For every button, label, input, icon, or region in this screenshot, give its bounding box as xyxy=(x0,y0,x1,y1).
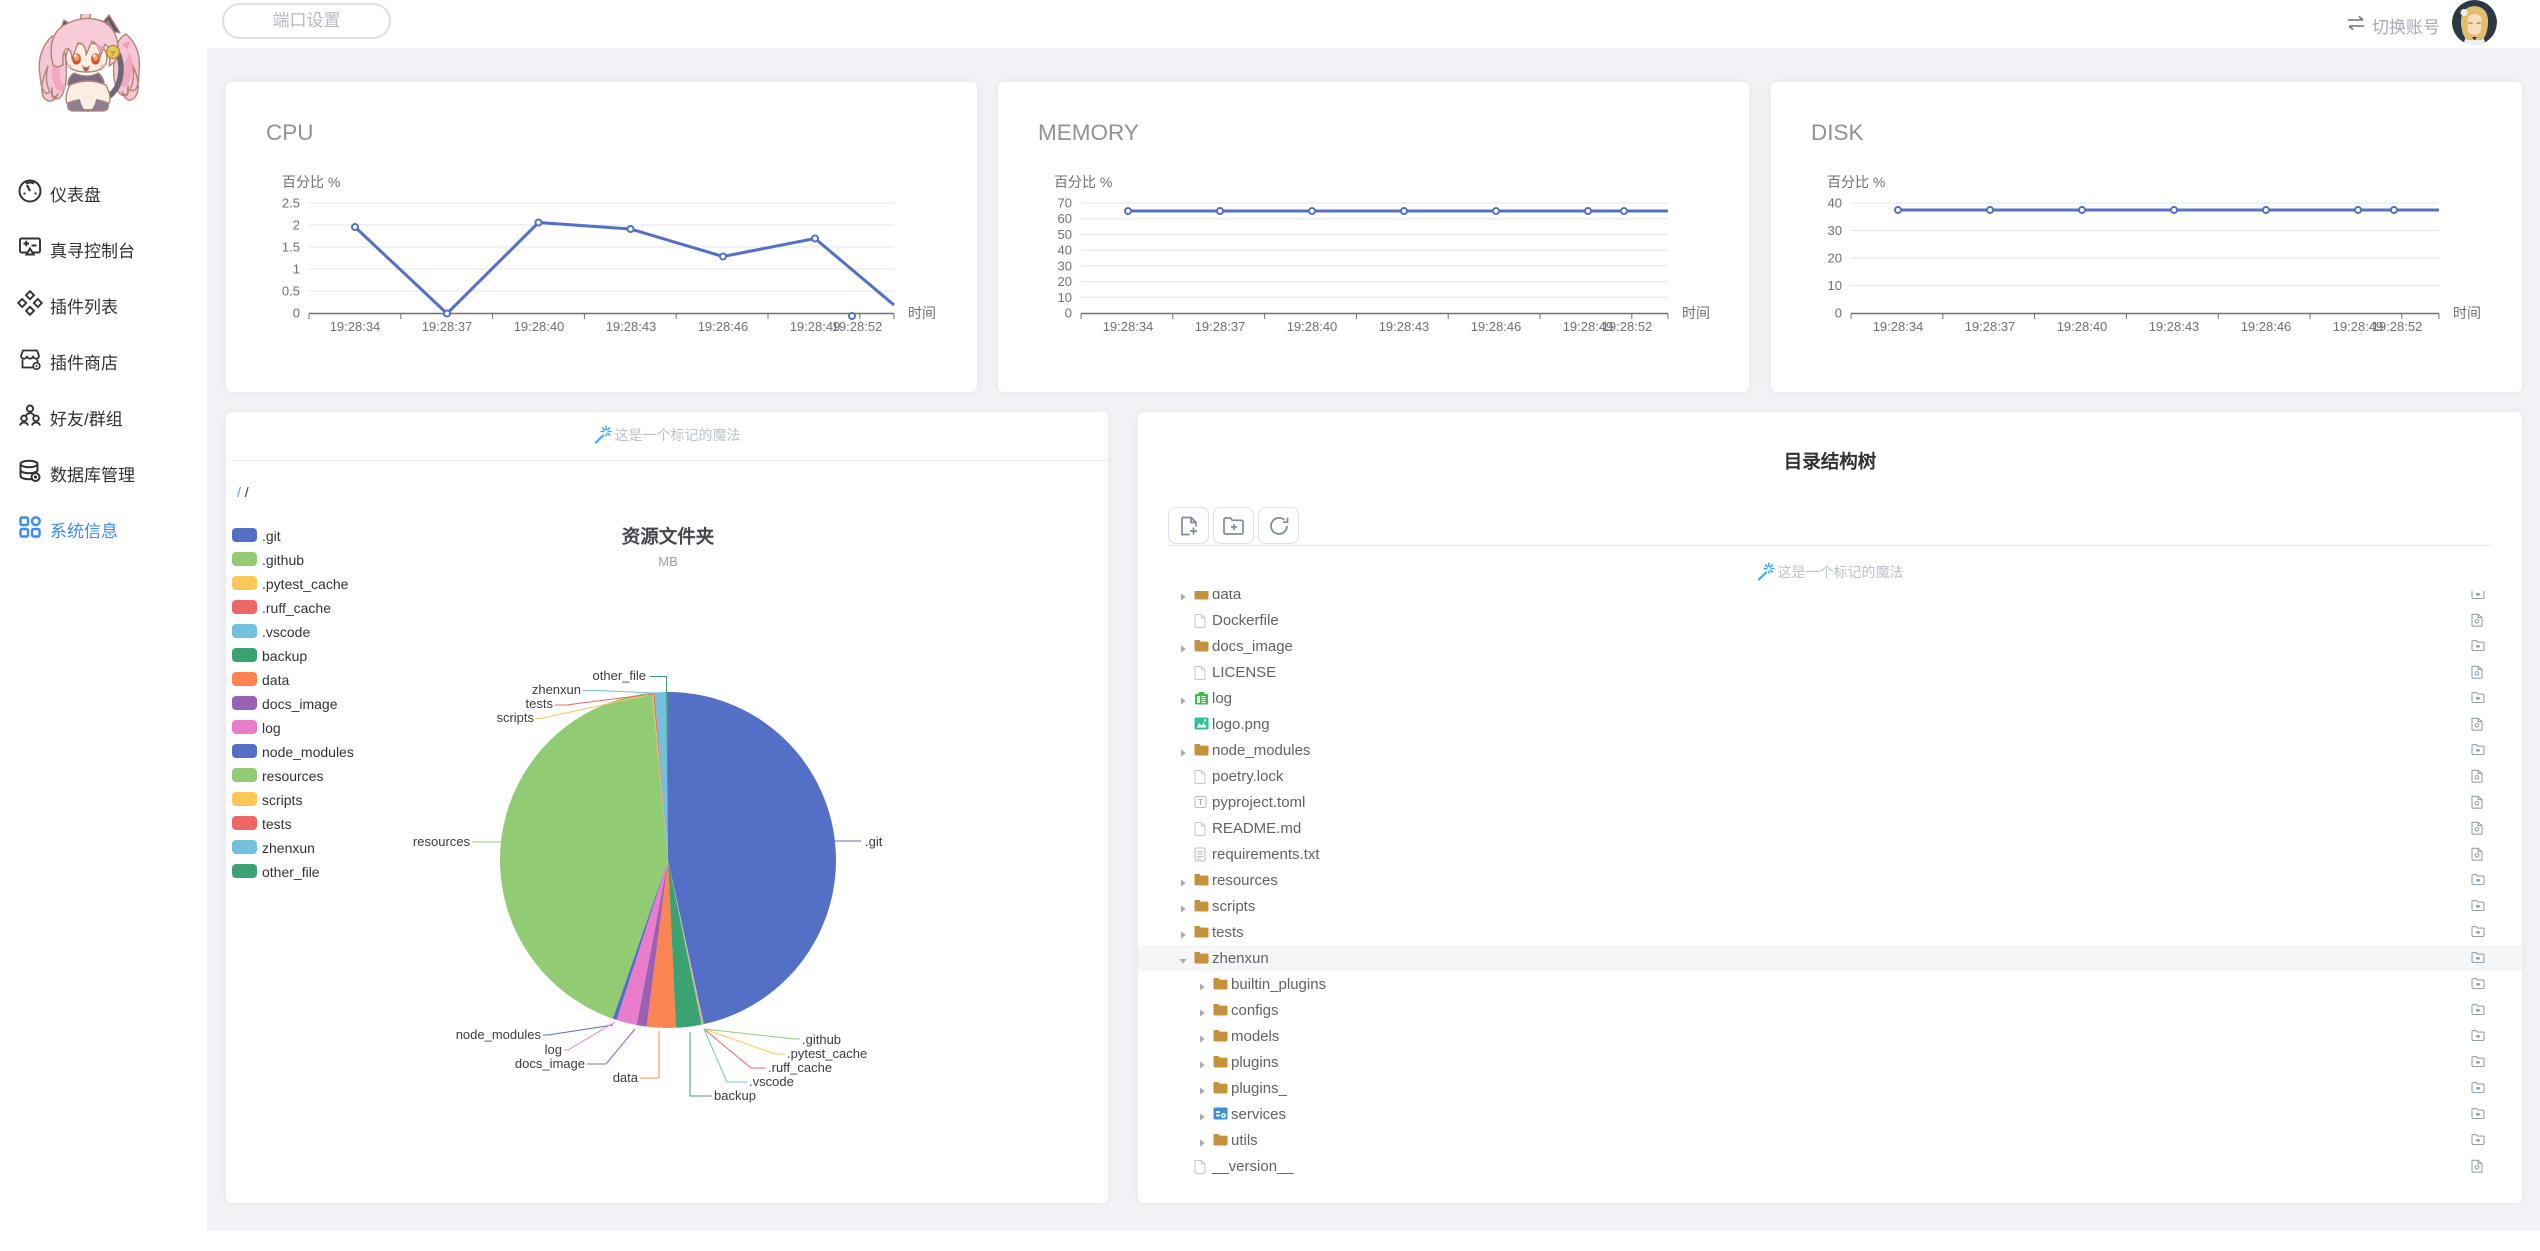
svg-text:19:28:34: 19:28:34 xyxy=(330,319,381,334)
svg-text:19:28:34: 19:28:34 xyxy=(1873,319,1924,334)
svg-text:资源文件夹: 资源文件夹 xyxy=(622,526,715,547)
svg-text:40: 40 xyxy=(1058,243,1072,258)
svg-text:.vscode: .vscode xyxy=(749,1074,794,1089)
svg-text:DISK: DISK xyxy=(1811,120,1864,145)
svg-text:10: 10 xyxy=(1058,290,1072,305)
svg-text:19:28:40: 19:28:40 xyxy=(1287,319,1338,334)
svg-text:1.5: 1.5 xyxy=(282,240,300,255)
svg-text:19:28:37: 19:28:37 xyxy=(1965,319,2016,334)
svg-text:19:28:37: 19:28:37 xyxy=(1195,319,1246,334)
svg-text:19:28:52: 19:28:52 xyxy=(2372,319,2423,334)
svg-text:70: 70 xyxy=(1058,196,1072,211)
svg-text:MEMORY: MEMORY xyxy=(1038,120,1139,145)
svg-text:0: 0 xyxy=(293,306,300,321)
svg-text:百分比 %: 百分比 % xyxy=(282,174,340,190)
svg-text:19:28:46: 19:28:46 xyxy=(1471,319,1522,334)
svg-text:2: 2 xyxy=(293,218,300,233)
svg-text:19:28:52: 19:28:52 xyxy=(1602,319,1653,334)
svg-text:19:28:43: 19:28:43 xyxy=(606,319,657,334)
svg-text:.pytest_cache: .pytest_cache xyxy=(787,1046,867,1061)
svg-text:MB: MB xyxy=(658,554,678,569)
svg-text:0: 0 xyxy=(1065,306,1072,321)
svg-text:20: 20 xyxy=(1828,251,1842,266)
svg-text:.ruff_cache: .ruff_cache xyxy=(768,1060,832,1075)
svg-text:30: 30 xyxy=(1058,258,1072,273)
svg-text:backup: backup xyxy=(714,1088,756,1103)
svg-text:20: 20 xyxy=(1058,274,1072,289)
svg-text:50: 50 xyxy=(1058,227,1072,242)
svg-text:19:28:49: 19:28:49 xyxy=(2333,319,2384,334)
svg-text:60: 60 xyxy=(1058,211,1072,226)
svg-text:0: 0 xyxy=(1835,306,1842,321)
svg-text:.git: .git xyxy=(865,834,883,849)
svg-text:2.5: 2.5 xyxy=(282,196,300,211)
svg-text:百分比 %: 百分比 % xyxy=(1827,174,1885,190)
svg-text:10: 10 xyxy=(1828,278,1842,293)
svg-text:时间: 时间 xyxy=(2453,305,2481,321)
svg-text:19:28:43: 19:28:43 xyxy=(1379,319,1430,334)
svg-text:时间: 时间 xyxy=(1682,305,1710,321)
svg-text:19:28:46: 19:28:46 xyxy=(2241,319,2292,334)
svg-text:docs_image: docs_image xyxy=(515,1056,585,1071)
svg-text:data: data xyxy=(613,1070,639,1085)
svg-text:19:28:37: 19:28:37 xyxy=(422,319,473,334)
svg-text:19:28:43: 19:28:43 xyxy=(2149,319,2200,334)
svg-text:tests: tests xyxy=(526,696,554,711)
svg-text:resources: resources xyxy=(413,834,471,849)
svg-text:other_file: other_file xyxy=(593,668,646,683)
svg-text:40: 40 xyxy=(1828,196,1842,211)
svg-text:19:28:46: 19:28:46 xyxy=(698,319,749,334)
svg-text:19:28:40: 19:28:40 xyxy=(514,319,565,334)
svg-text:30: 30 xyxy=(1828,223,1842,238)
svg-text:百分比 %: 百分比 % xyxy=(1054,174,1112,190)
svg-text:CPU: CPU xyxy=(266,120,314,145)
svg-text:19:28:34: 19:28:34 xyxy=(1103,319,1154,334)
svg-text:scripts: scripts xyxy=(496,710,534,725)
svg-text:0.5: 0.5 xyxy=(282,284,300,299)
svg-text:19:28:49: 19:28:49 xyxy=(1563,319,1614,334)
svg-text:19:28:49: 19:28:49 xyxy=(790,319,841,334)
svg-text:时间: 时间 xyxy=(908,305,936,321)
svg-text:1: 1 xyxy=(293,262,300,277)
svg-text:log: log xyxy=(545,1042,562,1057)
svg-text:node_modules: node_modules xyxy=(456,1027,542,1042)
svg-text:.github: .github xyxy=(802,1032,841,1047)
svg-text:T: T xyxy=(1198,798,1203,807)
svg-text:19:28:40: 19:28:40 xyxy=(2057,319,2108,334)
svg-text:19:28:52: 19:28:52 xyxy=(832,319,883,334)
svg-text:zhenxun: zhenxun xyxy=(532,682,581,697)
